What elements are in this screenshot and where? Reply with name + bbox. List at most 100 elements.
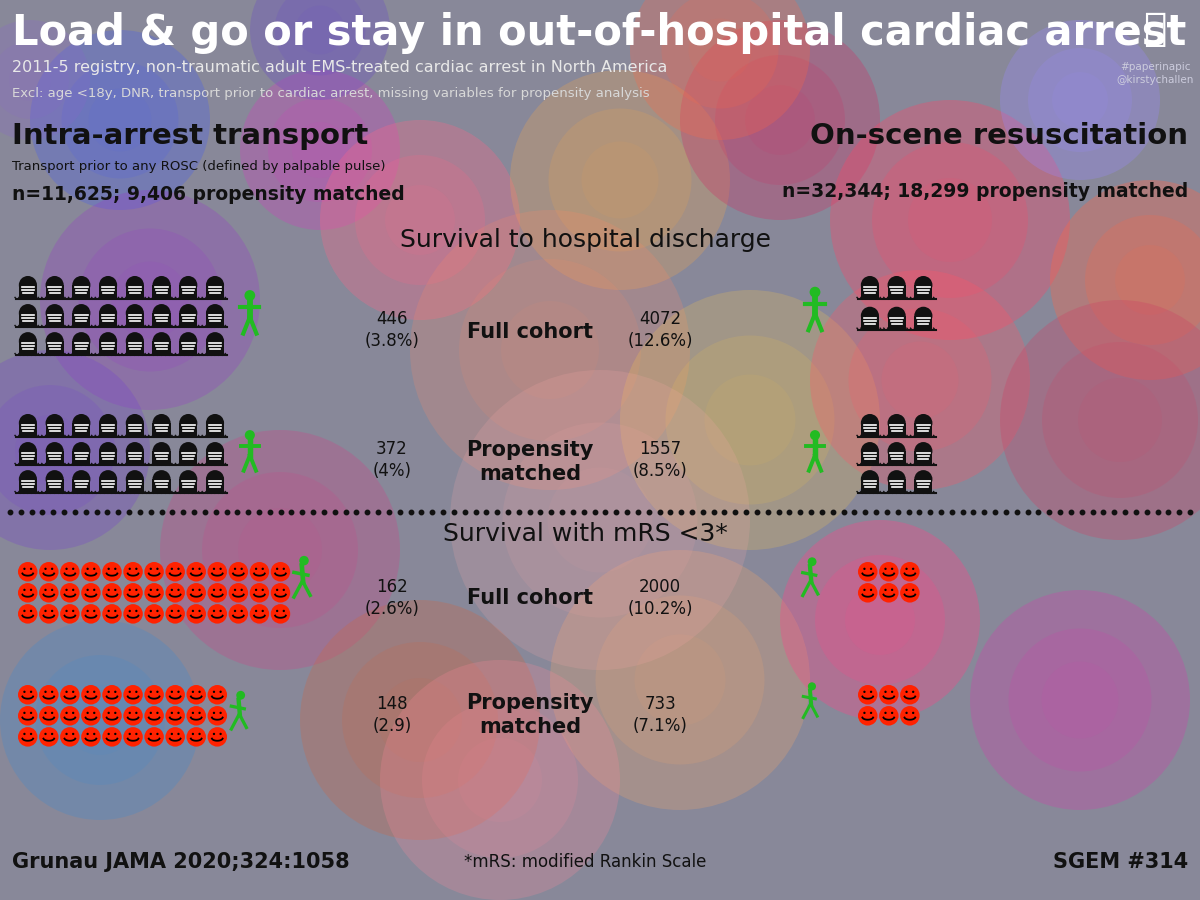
Circle shape bbox=[108, 690, 110, 693]
Circle shape bbox=[250, 583, 269, 603]
Circle shape bbox=[240, 70, 400, 230]
Circle shape bbox=[830, 100, 1070, 340]
Circle shape bbox=[890, 712, 893, 714]
Circle shape bbox=[72, 304, 90, 322]
Circle shape bbox=[178, 712, 180, 714]
Circle shape bbox=[30, 733, 32, 735]
Circle shape bbox=[808, 557, 816, 566]
Text: Full cohort: Full cohort bbox=[467, 322, 593, 342]
Circle shape bbox=[60, 727, 79, 747]
Circle shape bbox=[283, 589, 284, 591]
FancyBboxPatch shape bbox=[206, 341, 224, 356]
Circle shape bbox=[870, 712, 872, 714]
Circle shape bbox=[0, 350, 150, 550]
FancyBboxPatch shape bbox=[152, 451, 170, 465]
Circle shape bbox=[276, 568, 278, 570]
Text: Grunau JAMA 2020;324:1058: Grunau JAMA 2020;324:1058 bbox=[12, 852, 349, 872]
Circle shape bbox=[888, 307, 906, 325]
Circle shape bbox=[1000, 20, 1160, 180]
Circle shape bbox=[863, 589, 865, 591]
FancyBboxPatch shape bbox=[888, 479, 906, 493]
Circle shape bbox=[630, 0, 810, 140]
Circle shape bbox=[229, 583, 248, 603]
Circle shape bbox=[283, 568, 284, 570]
FancyBboxPatch shape bbox=[914, 479, 932, 493]
Circle shape bbox=[206, 276, 224, 294]
Text: Transport prior to any ROSC (defined by palpable pulse): Transport prior to any ROSC (defined by … bbox=[12, 160, 385, 173]
Circle shape bbox=[144, 583, 164, 603]
Circle shape bbox=[65, 733, 67, 735]
Circle shape bbox=[870, 568, 872, 570]
Circle shape bbox=[94, 733, 96, 735]
FancyBboxPatch shape bbox=[206, 451, 224, 465]
Circle shape bbox=[18, 562, 37, 581]
Circle shape bbox=[30, 30, 210, 210]
Circle shape bbox=[912, 690, 914, 693]
Circle shape bbox=[378, 678, 462, 762]
Circle shape bbox=[884, 589, 887, 591]
Circle shape bbox=[128, 733, 131, 735]
Circle shape bbox=[60, 706, 79, 725]
Circle shape bbox=[89, 88, 151, 151]
Circle shape bbox=[320, 120, 520, 320]
FancyBboxPatch shape bbox=[126, 451, 144, 465]
Circle shape bbox=[186, 583, 206, 603]
FancyBboxPatch shape bbox=[860, 285, 878, 299]
Circle shape bbox=[94, 610, 96, 612]
Circle shape bbox=[240, 568, 242, 570]
Circle shape bbox=[126, 332, 144, 350]
Circle shape bbox=[72, 610, 74, 612]
FancyBboxPatch shape bbox=[179, 285, 197, 299]
Circle shape bbox=[136, 610, 138, 612]
Circle shape bbox=[136, 568, 138, 570]
FancyBboxPatch shape bbox=[100, 313, 118, 327]
FancyBboxPatch shape bbox=[19, 313, 37, 327]
Circle shape bbox=[150, 568, 152, 570]
Circle shape bbox=[689, 19, 751, 82]
Circle shape bbox=[860, 307, 878, 325]
Circle shape bbox=[884, 568, 887, 570]
Circle shape bbox=[292, 122, 348, 178]
Circle shape bbox=[220, 568, 222, 570]
FancyBboxPatch shape bbox=[100, 423, 118, 437]
Circle shape bbox=[102, 583, 121, 603]
Text: Load & go or stay in out-of-hospital cardiac arrest: Load & go or stay in out-of-hospital car… bbox=[12, 12, 1187, 54]
Circle shape bbox=[150, 589, 152, 591]
Circle shape bbox=[35, 655, 166, 785]
Circle shape bbox=[46, 276, 64, 294]
Circle shape bbox=[208, 706, 227, 725]
Text: 372
(4%): 372 (4%) bbox=[372, 440, 412, 481]
FancyBboxPatch shape bbox=[126, 479, 144, 493]
Circle shape bbox=[179, 332, 197, 350]
Circle shape bbox=[65, 589, 67, 591]
Circle shape bbox=[82, 706, 101, 725]
Circle shape bbox=[65, 610, 67, 612]
Circle shape bbox=[19, 442, 37, 460]
Circle shape bbox=[208, 604, 227, 624]
Circle shape bbox=[100, 442, 118, 460]
Circle shape bbox=[114, 568, 116, 570]
Circle shape bbox=[240, 610, 242, 612]
Circle shape bbox=[166, 583, 185, 603]
Circle shape bbox=[50, 733, 53, 735]
Circle shape bbox=[166, 604, 185, 624]
Circle shape bbox=[108, 589, 110, 591]
Circle shape bbox=[271, 583, 290, 603]
Circle shape bbox=[882, 341, 959, 419]
Circle shape bbox=[124, 583, 143, 603]
Circle shape bbox=[40, 685, 59, 705]
Circle shape bbox=[144, 604, 164, 624]
Circle shape bbox=[72, 442, 90, 460]
Circle shape bbox=[50, 690, 53, 693]
Circle shape bbox=[220, 690, 222, 693]
Circle shape bbox=[914, 442, 932, 460]
Circle shape bbox=[905, 690, 907, 693]
FancyBboxPatch shape bbox=[888, 423, 906, 437]
Circle shape bbox=[112, 262, 188, 338]
FancyBboxPatch shape bbox=[914, 451, 932, 465]
Circle shape bbox=[905, 712, 907, 714]
Circle shape bbox=[220, 733, 222, 735]
Circle shape bbox=[86, 568, 89, 570]
Circle shape bbox=[268, 98, 372, 202]
Circle shape bbox=[19, 332, 37, 350]
